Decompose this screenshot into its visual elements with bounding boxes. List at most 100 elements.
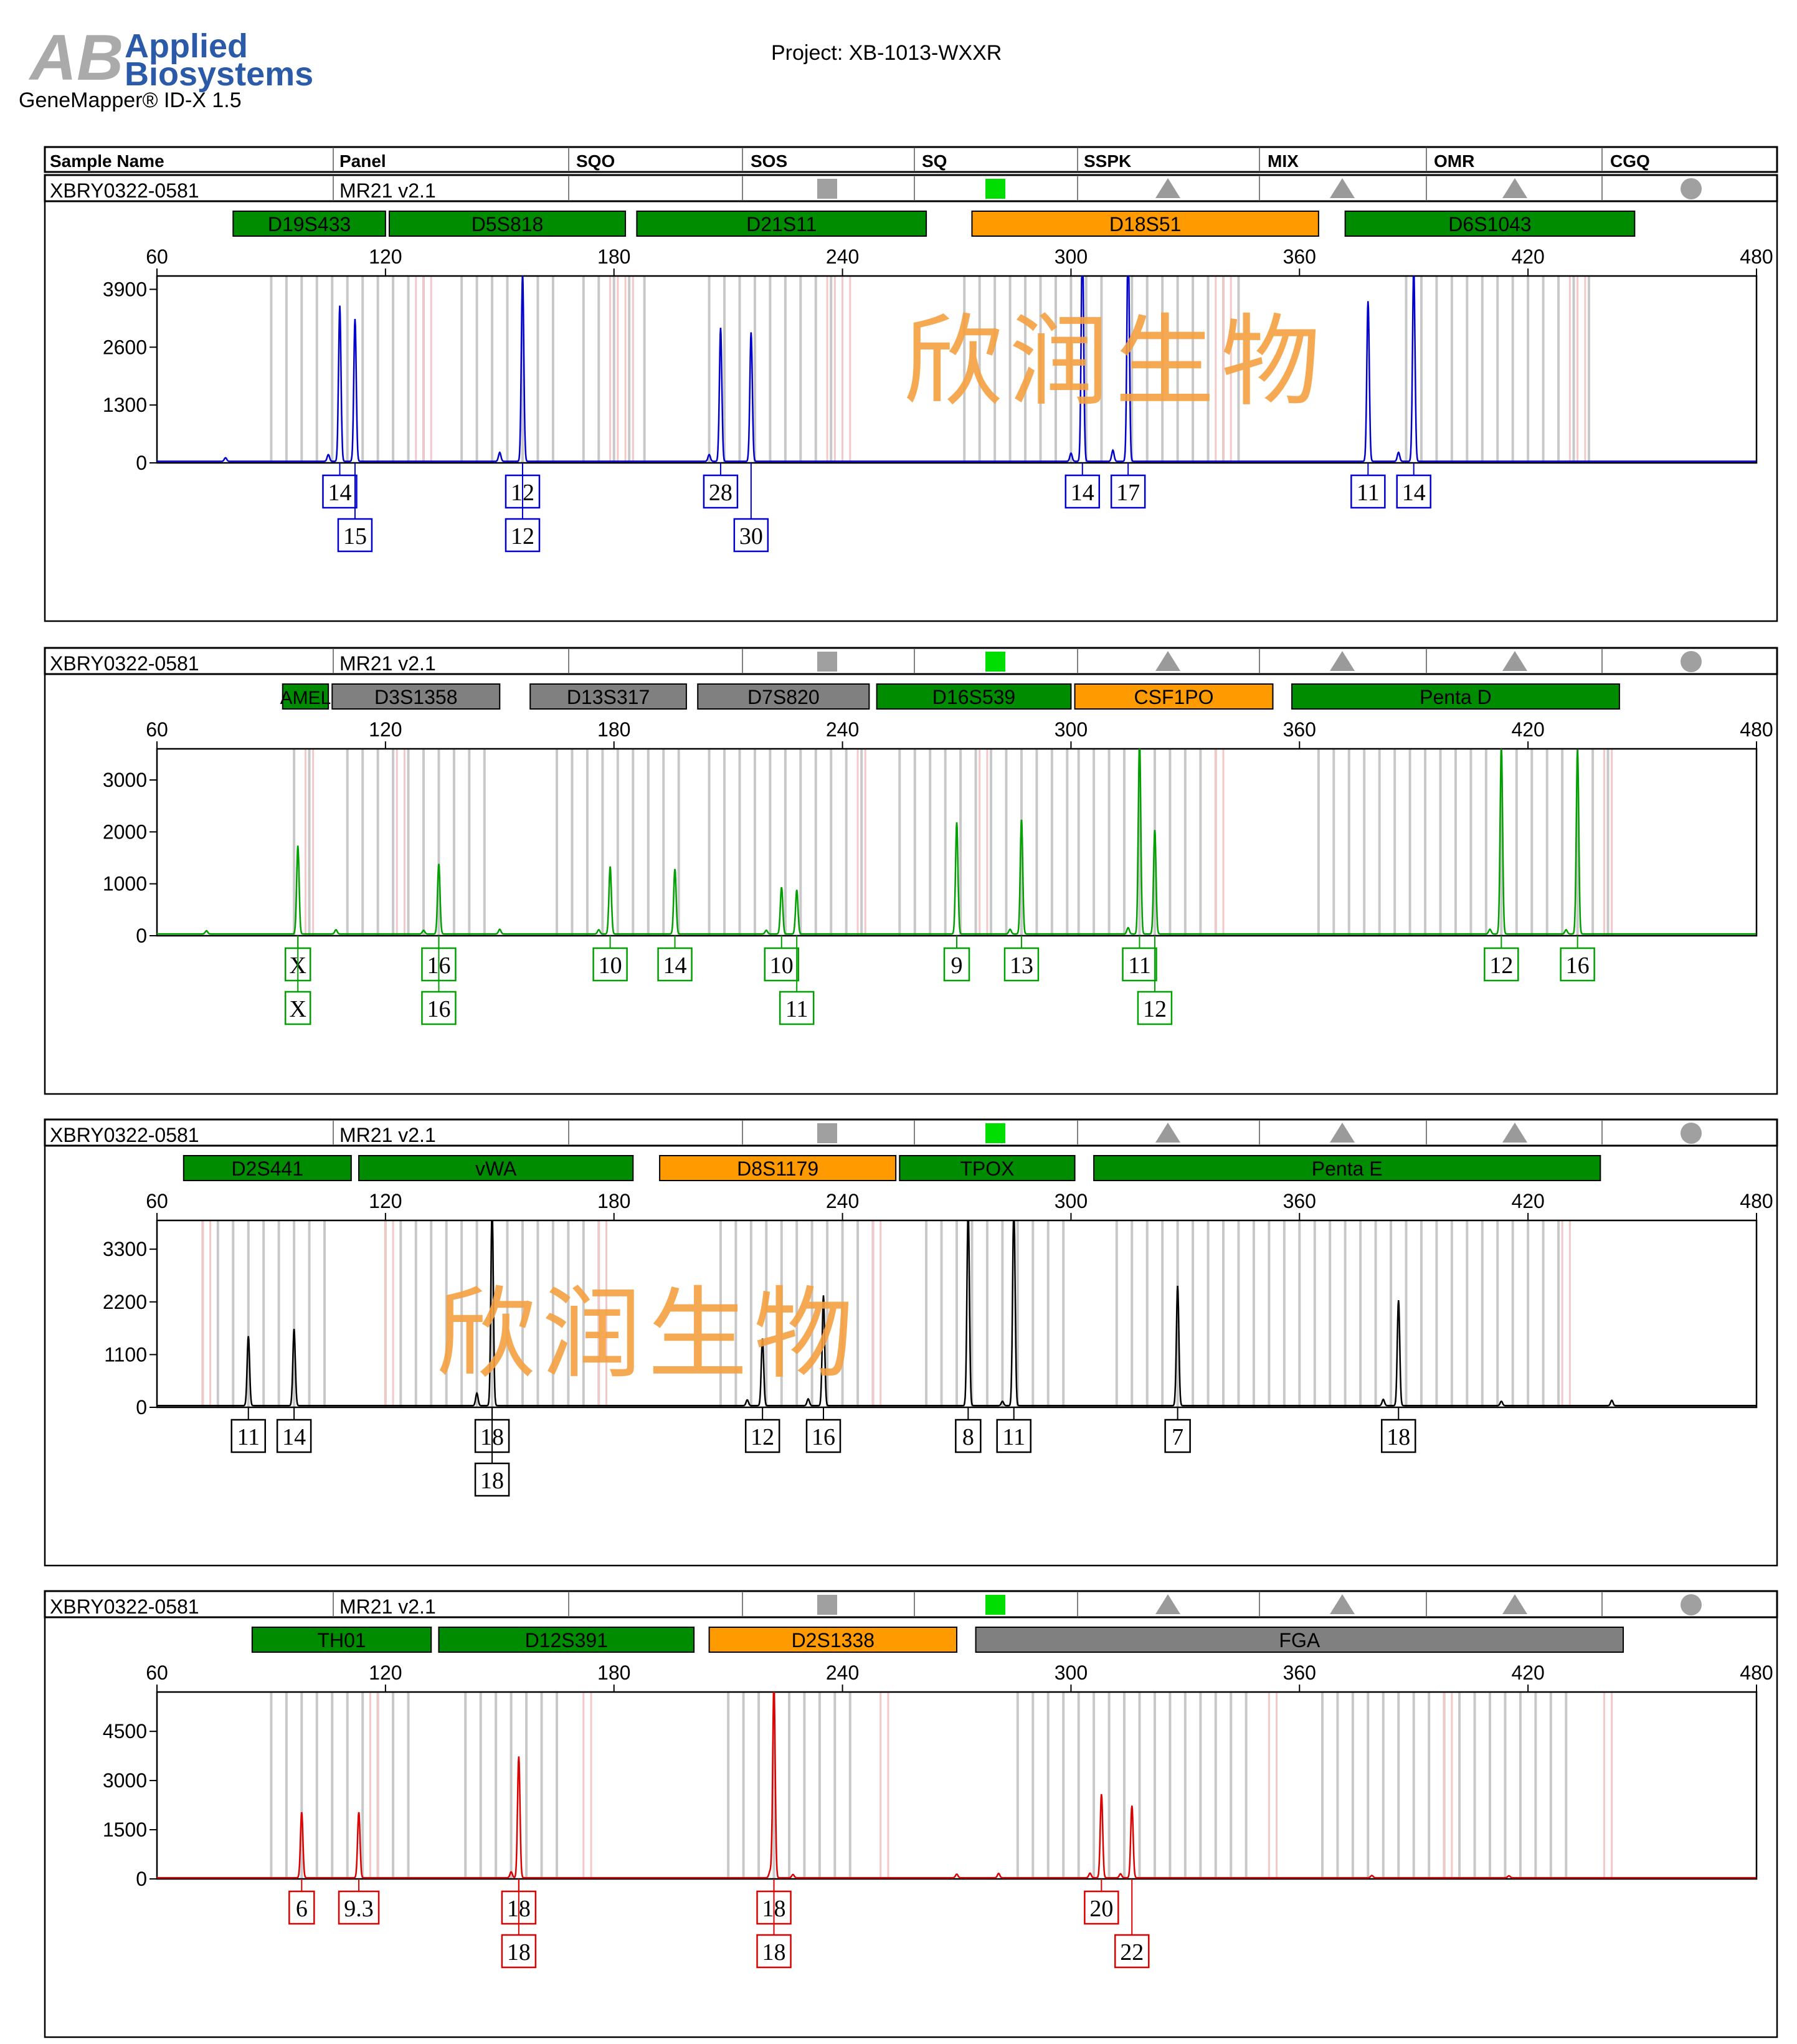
allele-box[interactable] bbox=[322, 474, 358, 509]
allele-box[interactable] bbox=[338, 1890, 380, 1925]
allele-call[interactable]: 16 bbox=[1560, 936, 1595, 982]
plot-area[interactable] bbox=[156, 1691, 1758, 1880]
marker-bar[interactable] bbox=[388, 211, 627, 237]
allele-box[interactable] bbox=[276, 1419, 312, 1453]
allele-box[interactable] bbox=[337, 518, 373, 553]
marker-bar[interactable] bbox=[1291, 683, 1620, 710]
allele-call[interactable]: 11 bbox=[1350, 463, 1386, 509]
header-col-sqo[interactable]: SQO bbox=[576, 151, 615, 171]
allele-call[interactable]: 11 bbox=[779, 936, 815, 1025]
marker-tpox[interactable]: TPOX bbox=[899, 1155, 1076, 1181]
header-col-sspk[interactable]: SSPK bbox=[1084, 151, 1131, 171]
marker-vwa[interactable]: vWA bbox=[358, 1155, 634, 1181]
marker-d3s1358[interactable]: D3S1358 bbox=[331, 683, 501, 710]
allele-box[interactable] bbox=[955, 1419, 982, 1453]
marker-bar[interactable] bbox=[971, 211, 1319, 237]
marker-d8s1179[interactable]: D8S1179 bbox=[659, 1155, 897, 1181]
allele-call[interactable]: 13 bbox=[1003, 936, 1040, 982]
marker-d6s1043[interactable]: D6S1043 bbox=[1344, 211, 1636, 237]
marker-penta-d[interactable]: Penta D bbox=[1291, 683, 1620, 710]
allele-box[interactable] bbox=[501, 1934, 537, 1969]
allele-call[interactable]: 18 bbox=[756, 1879, 792, 1969]
marker-bar[interactable] bbox=[232, 211, 386, 237]
marker-d2s1338[interactable]: D2S1338 bbox=[708, 1627, 957, 1653]
allele-call[interactable]: 10 bbox=[764, 936, 799, 982]
header-col-sos[interactable]: SOS bbox=[751, 151, 787, 171]
allele-box[interactable] bbox=[592, 947, 628, 982]
allele-box[interactable] bbox=[1084, 1890, 1119, 1925]
marker-bar[interactable] bbox=[1344, 211, 1636, 237]
allele-call[interactable]: 18 bbox=[1381, 1407, 1416, 1453]
allele-box[interactable] bbox=[657, 947, 693, 982]
marker-bar[interactable] bbox=[529, 683, 687, 710]
allele-call[interactable]: 12 bbox=[1137, 936, 1173, 1025]
marker-bar[interactable] bbox=[636, 211, 927, 237]
allele-call[interactable]: 28 bbox=[703, 463, 739, 509]
marker-bar[interactable] bbox=[1093, 1155, 1601, 1181]
allele-box[interactable] bbox=[421, 991, 457, 1025]
marker-d5s818[interactable]: D5S818 bbox=[388, 211, 627, 237]
marker-bar[interactable] bbox=[899, 1155, 1076, 1181]
allele-call[interactable]: 14 bbox=[1064, 463, 1101, 509]
allele-call[interactable]: 18 bbox=[474, 1407, 510, 1497]
allele-call[interactable]: 10 bbox=[592, 936, 628, 982]
allele-call[interactable]: 20 bbox=[1084, 1879, 1119, 1925]
allele-call[interactable]: 16 bbox=[421, 936, 457, 1025]
allele-box[interactable] bbox=[1164, 1419, 1191, 1453]
allele-call[interactable]: 9 bbox=[943, 936, 970, 982]
marker-amel[interactable]: AMEL bbox=[280, 683, 331, 710]
allele-box[interactable] bbox=[1381, 1419, 1416, 1453]
marker-d21s11[interactable]: D21S11 bbox=[636, 211, 927, 237]
allele-call[interactable]: 14 bbox=[1396, 463, 1431, 509]
header-col-cgq[interactable]: CGQ bbox=[1610, 151, 1650, 171]
allele-call[interactable]: 7 bbox=[1164, 1407, 1191, 1453]
allele-call[interactable]: 12 bbox=[744, 1407, 780, 1453]
allele-box[interactable] bbox=[996, 1419, 1031, 1453]
marker-bar[interactable] bbox=[331, 683, 501, 710]
allele-box[interactable] bbox=[1560, 947, 1595, 982]
allele-call[interactable]: 17 bbox=[1110, 463, 1146, 509]
marker-bar[interactable] bbox=[1074, 683, 1274, 710]
allele-call[interactable]: 11 bbox=[230, 1407, 266, 1453]
marker-bar[interactable] bbox=[251, 1627, 432, 1653]
marker-bar[interactable] bbox=[697, 683, 870, 710]
marker-bar[interactable] bbox=[183, 1155, 352, 1181]
allele-call[interactable]: 14 bbox=[276, 1407, 312, 1453]
allele-box[interactable] bbox=[764, 947, 799, 982]
allele-call[interactable]: 12 bbox=[505, 463, 541, 553]
allele-box[interactable] bbox=[1137, 991, 1173, 1025]
allele-call[interactable]: 30 bbox=[733, 463, 769, 553]
allele-call[interactable]: 18 bbox=[501, 1879, 537, 1969]
allele-call[interactable]: 15 bbox=[337, 463, 373, 553]
allele-box[interactable] bbox=[288, 1890, 315, 1925]
header-col-sq[interactable]: SQ bbox=[922, 151, 947, 171]
marker-d13s317[interactable]: D13S317 bbox=[529, 683, 687, 710]
allele-box[interactable] bbox=[505, 518, 541, 553]
allele-box[interactable] bbox=[703, 474, 739, 509]
plot-area[interactable] bbox=[156, 1219, 1758, 1409]
allele-call[interactable]: 14 bbox=[322, 463, 358, 509]
allele-box[interactable] bbox=[1003, 947, 1040, 982]
header-col-omr[interactable]: OMR bbox=[1434, 151, 1474, 171]
allele-box[interactable] bbox=[1122, 947, 1157, 982]
marker-penta-e[interactable]: Penta E bbox=[1093, 1155, 1601, 1181]
marker-d7s820[interactable]: D7S820 bbox=[697, 683, 870, 710]
marker-bar[interactable] bbox=[659, 1155, 897, 1181]
marker-d18s51[interactable]: D18S51 bbox=[971, 211, 1319, 237]
allele-call[interactable]: 16 bbox=[805, 1407, 842, 1453]
allele-box[interactable] bbox=[805, 1419, 842, 1453]
allele-box[interactable] bbox=[1396, 474, 1431, 509]
header-col-sample-name[interactable]: Sample Name bbox=[50, 151, 164, 171]
allele-call[interactable]: 8 bbox=[955, 1407, 982, 1453]
allele-call[interactable]: X bbox=[284, 936, 311, 1025]
marker-bar[interactable] bbox=[975, 1627, 1624, 1653]
plot-area[interactable] bbox=[156, 275, 1758, 464]
marker-bar[interactable] bbox=[708, 1627, 957, 1653]
marker-d12s391[interactable]: D12S391 bbox=[438, 1627, 695, 1653]
allele-box[interactable] bbox=[230, 1419, 266, 1453]
allele-call[interactable]: 9.3 bbox=[338, 1879, 380, 1925]
allele-box[interactable] bbox=[1110, 474, 1146, 509]
allele-box[interactable] bbox=[1484, 947, 1519, 982]
allele-call[interactable]: 22 bbox=[1114, 1879, 1150, 1969]
marker-fga[interactable]: FGA bbox=[975, 1627, 1624, 1653]
